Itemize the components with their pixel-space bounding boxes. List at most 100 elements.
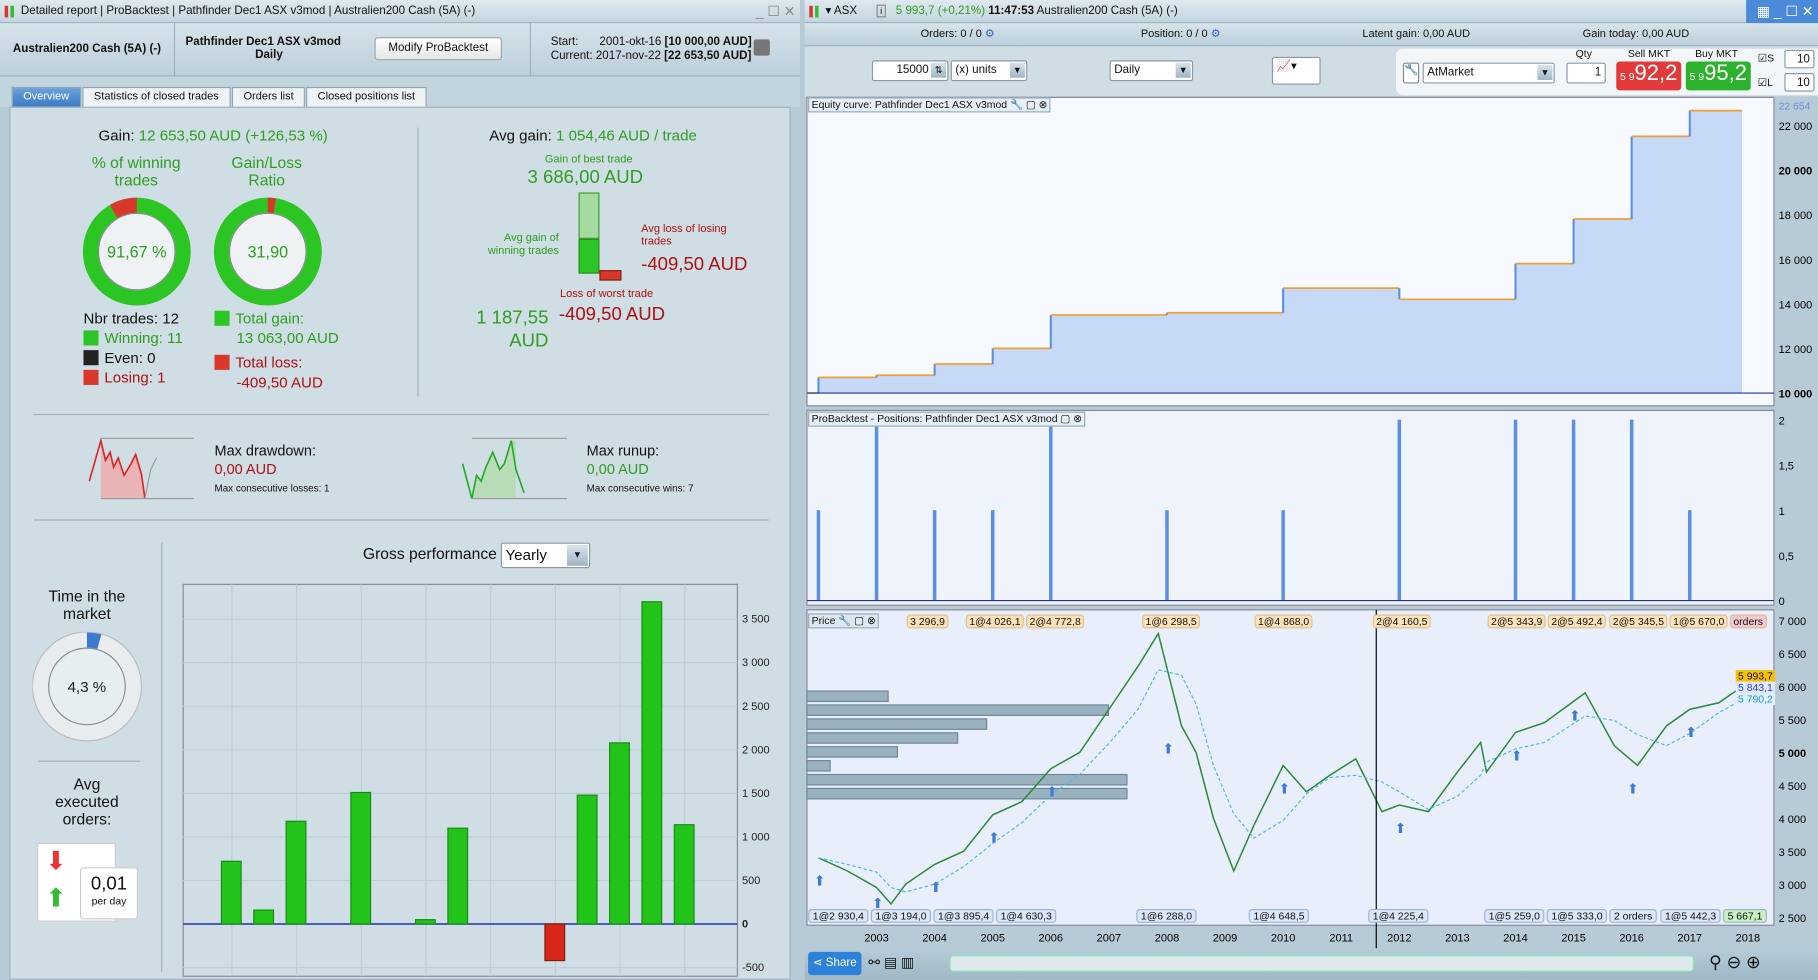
order-label[interactable]: 2 orders xyxy=(1609,909,1657,923)
price-x-tick: 2011 xyxy=(1329,932,1353,944)
order-label[interactable]: 5 667,1 xyxy=(1722,909,1768,923)
positions-panel-title: ProBacktest - Positions: Pathfinder Dec1… xyxy=(808,411,1086,427)
bar-2015 xyxy=(641,601,663,925)
y-tick-label: 2 000 xyxy=(742,744,770,756)
bottom-toolbar: ⋖ Share ⚯ ▤ ▥ ⚲ ⊖ ⊕ xyxy=(804,948,1818,980)
ratio-title: Gain/Loss Ratio xyxy=(231,154,302,189)
winning-pct: 91,67 % xyxy=(107,243,167,261)
price-y-tick: 6 000 xyxy=(1779,682,1807,694)
title-part: ProBacktest xyxy=(106,4,169,18)
tab-closed-positions[interactable]: Closed positions list xyxy=(306,86,427,107)
order-label[interactable]: 1@5 670,0 xyxy=(1669,614,1728,629)
horizontal-scrollbar[interactable] xyxy=(949,955,1694,972)
worst-trade-label: Loss of worst trade xyxy=(560,287,654,301)
sell-arrow-icon: ⬇ xyxy=(45,846,67,876)
order-label[interactable]: 1@3 895,4 xyxy=(933,909,994,923)
toolbar: 15000 ⇅ (x) units ▼ Daily ▼ 📈▾ 🔧 AtMarket ▼ … xyxy=(804,46,1818,97)
stop-checkbox[interactable]: ☑S xyxy=(1757,52,1775,64)
order-label[interactable]: 1@5 259,0 xyxy=(1484,909,1545,923)
price-y-tick: 7 000 xyxy=(1779,616,1807,628)
avg-orders-label: Avg executed orders: xyxy=(55,775,119,828)
bar-2016 xyxy=(673,824,695,925)
price-y-tick: 2 500 xyxy=(1779,913,1807,925)
order-label[interactable]: 3 296,9 xyxy=(906,614,949,629)
tab-orders-list[interactable]: Orders list xyxy=(231,86,306,107)
price-x-tick: 2003 xyxy=(864,932,888,944)
tab-statistics[interactable]: Statistics of closed trades xyxy=(82,86,231,107)
price-x-tick: 2008 xyxy=(1155,932,1179,944)
qty-label: Qty xyxy=(1575,47,1592,60)
position-bar xyxy=(1281,510,1285,601)
order-label[interactable]: 1@4 225,4 xyxy=(1368,909,1429,923)
period-select[interactable]: Yearly ▼ xyxy=(500,542,591,569)
wrench-icon[interactable]: 🔧 xyxy=(1402,62,1420,84)
qty-input[interactable]: 1 xyxy=(1566,62,1606,84)
position-bar xyxy=(1688,510,1692,601)
price-x-tick: 2010 xyxy=(1271,932,1295,944)
price-x-tick: 2012 xyxy=(1387,932,1411,944)
limit-checkbox[interactable]: ☑L xyxy=(1757,76,1773,89)
order-label[interactable]: 1@4 648,5 xyxy=(1248,909,1310,923)
order-label[interactable]: 1@6 288,0 xyxy=(1136,909,1197,923)
window-controls[interactable]: ▦ _ ☐ ✕ xyxy=(1746,0,1818,24)
avg-loss-label: Avg loss of losing trades xyxy=(641,222,727,249)
position-bar xyxy=(1513,419,1518,601)
timeframe-select[interactable]: Daily ▼ xyxy=(1109,60,1194,82)
order-label[interactable]: orders xyxy=(1729,614,1767,629)
buy-arrow-icon: ⬆ xyxy=(1046,784,1058,800)
order-label[interactable]: 1@5 442,3 xyxy=(1660,909,1721,923)
order-label[interactable]: 2@5 345,5 xyxy=(1609,614,1668,629)
order-label[interactable]: 1@4 026,1 xyxy=(965,614,1024,629)
window-controls[interactable]: _ ☐ ✕ xyxy=(755,3,796,20)
buy-arrow-icon: ⬆ xyxy=(1511,747,1523,763)
order-label[interactable]: 1@2 930,4 xyxy=(808,909,869,923)
indicator-button[interactable]: 📈▾ xyxy=(1271,56,1321,85)
info-icon[interactable]: i xyxy=(876,4,886,18)
price-x-tick: 2013 xyxy=(1445,932,1469,944)
equity-panel-title: Equity curve: Pathfinder Dec1 ASX v3mod … xyxy=(808,97,1051,113)
order-label[interactable]: 2@5 343,9 xyxy=(1487,614,1546,629)
order-label[interactable]: 2@4 160,5 xyxy=(1372,614,1431,629)
buy-arrow-icon: ⬆ xyxy=(814,873,826,889)
units-select[interactable]: (x) units ▼ xyxy=(950,60,1028,82)
best-trade-value: 3 686,00 AUD xyxy=(527,168,644,188)
equity-y-tick: 14 000 xyxy=(1779,299,1813,311)
stop-input[interactable]: 10 xyxy=(1784,49,1815,69)
avg-win-bar xyxy=(578,238,600,274)
price-x-tick: 2016 xyxy=(1619,932,1643,944)
tab-overview[interactable]: Overview xyxy=(11,86,81,107)
limit-input[interactable]: 10 xyxy=(1784,73,1815,92)
zoom-icons[interactable]: ⚲ ⊖ ⊕ xyxy=(1709,953,1761,973)
price-x-tick: 2015 xyxy=(1561,932,1585,944)
bar-2012 xyxy=(544,923,566,962)
modify-probacktest-button[interactable]: Modify ProBacktest xyxy=(374,37,503,61)
price-x-tick: 2005 xyxy=(980,932,1004,944)
price-y-tick: 4 000 xyxy=(1779,814,1807,826)
print-icon[interactable] xyxy=(753,39,770,56)
trade-counts: Nbr trades: 12 Winning: 11 Even: 0 Losin… xyxy=(83,309,183,387)
order-label[interactable]: 2@5 492,4 xyxy=(1547,614,1607,629)
order-label[interactable]: 1@6 298,5 xyxy=(1142,614,1201,629)
max-drawdown: Max drawdown: 0,00 AUD Max consecutive los… xyxy=(214,442,330,494)
order-type-select[interactable]: AtMarket ▼ xyxy=(1422,62,1555,84)
equity-y-tick: 18 000 xyxy=(1779,210,1813,222)
report-titlebar: Detailed report | ProBacktest | Pathfind… xyxy=(0,0,801,24)
order-label[interactable]: 2@4 772,8 xyxy=(1026,614,1085,629)
quantity-stepper[interactable]: 15000 ⇅ xyxy=(871,60,949,82)
avg-loss-bar xyxy=(599,270,622,281)
market-select[interactable]: ▾ ASX xyxy=(825,4,858,18)
order-label[interactable]: 1@5 333,0 xyxy=(1546,909,1608,923)
order-label[interactable]: 1@4 868,0 xyxy=(1254,614,1313,629)
y-tick-label: 1 500 xyxy=(742,788,770,800)
moving-average-line xyxy=(818,669,1743,893)
order-label[interactable]: 1@3 194,0 xyxy=(870,909,932,923)
price-y-tick: 3 000 xyxy=(1779,880,1807,892)
price-line xyxy=(818,631,1743,906)
sell-market-button[interactable]: 5 992,2 xyxy=(1616,61,1682,91)
chart-tools-icons[interactable]: ⚯ ▤ ▥ xyxy=(868,954,915,971)
buy-label: Buy MKT xyxy=(1695,47,1739,60)
y-tick-label: 1 000 xyxy=(742,831,770,843)
share-button[interactable]: ⋖ Share xyxy=(808,951,862,976)
buy-market-button[interactable]: 5 995,2 xyxy=(1685,61,1751,91)
order-label[interactable]: 1@4 630,3 xyxy=(995,909,1057,923)
